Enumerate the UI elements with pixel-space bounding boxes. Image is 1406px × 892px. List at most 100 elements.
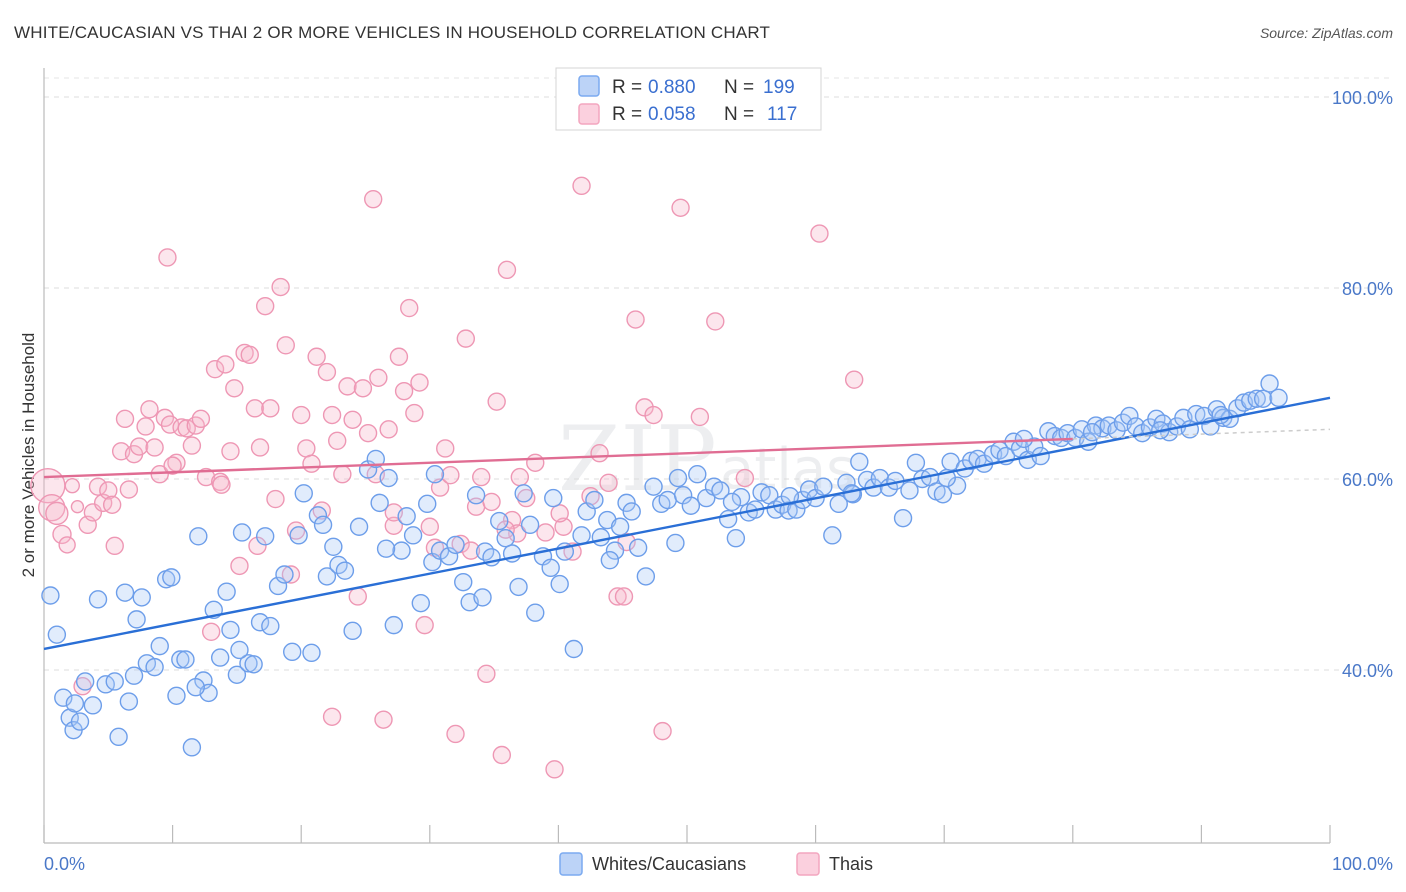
point-thais-95 [536,523,555,542]
point-thais-42 [250,438,270,457]
point-whites-103 [711,481,730,500]
point-whites-56 [384,615,403,635]
point-thais-44 [261,399,280,418]
point-thais-86 [477,664,496,684]
legend-box [555,67,822,131]
point-thais-15 [115,409,135,429]
point-whites-74 [509,577,528,597]
point-whites-195 [668,468,688,488]
point-thais-75 [420,517,439,536]
point-whites-65 [446,535,465,555]
series-thais [30,176,864,779]
point-whites-38 [261,616,280,636]
point-whites-80 [550,574,569,594]
point-thais-115 [158,248,177,267]
point-thais-114 [844,370,864,389]
bottom-legend-label-whites: Whites/Caucasians [592,854,746,874]
x-tick-label-min: 0.0% [44,854,85,874]
point-whites-25 [189,527,208,546]
point-whites-40 [275,565,294,584]
point-whites-49 [335,561,355,580]
point-thais-10 [88,477,108,496]
point-whites-46 [317,567,337,586]
point-thais-18 [129,437,149,456]
point-whites-35 [244,655,263,674]
y-axis-label: 2 or more Vehicles in Household [19,333,38,578]
point-thais-48 [281,565,301,584]
point-thais-16 [119,480,139,499]
point-whites-31 [221,620,240,640]
point-whites-2 [54,688,73,707]
point-thais-80 [446,724,465,744]
point-whites-43 [294,484,313,503]
point-whites-66 [454,572,473,592]
point-whites-77 [526,603,545,622]
point-thais-87 [482,492,501,512]
bottom-legend-swatch-whites [559,852,583,876]
point-whites-188 [230,640,249,660]
point-thais-102 [599,473,618,493]
point-thais-58 [333,465,352,484]
point-whites-41 [282,642,302,662]
point-thais-94 [526,453,545,472]
point-thais-56 [322,405,342,425]
point-thais-52 [302,454,321,473]
point-thais-46 [271,277,290,297]
point-thais-31 [196,467,216,487]
point-thais-74 [415,615,434,635]
point-whites-130 [900,481,919,500]
point-thais-88 [487,392,506,411]
gridlines [44,77,1393,671]
point-thais-32 [201,622,221,641]
point-thais-109 [671,198,690,217]
point-thais-33 [205,359,225,379]
point-whites-123 [850,452,869,472]
y-tick-labels: 40.0% 60.0% 80.0% 100.0% [1332,88,1393,681]
point-whites-85 [585,490,604,510]
y-tick-label-80: 80.0% [1342,279,1393,299]
point-whites-83 [572,526,591,545]
point-whites-68 [466,486,486,505]
point-whites-201 [1082,423,1102,442]
point-whites-86 [591,528,611,547]
point-whites-15 [132,588,151,607]
point-thais-13 [105,536,124,556]
point-whites-88 [605,541,625,560]
point-thais-121 [614,587,634,606]
point-whites-59 [403,526,423,545]
series-whites [41,374,1288,757]
point-whites-196 [722,492,742,512]
point-whites-33 [232,523,252,542]
point-thais-76 [425,538,445,557]
point-thais-72 [405,403,424,423]
trend-line-thais-extension [1072,428,1331,440]
point-whites-75 [514,484,533,503]
point-whites-14 [127,610,146,629]
point-whites-39 [268,576,288,596]
point-whites-181 [1247,389,1266,408]
point-thais-101 [590,444,609,463]
legend-n-label-whites: N = [724,77,754,98]
point-whites-99 [681,496,701,515]
point-whites-12 [115,583,135,602]
point-whites-120 [829,494,848,514]
point-whites-0 [41,586,60,605]
point-thais-4 [58,536,76,554]
point-thais-62 [353,379,373,398]
point-thais-108 [653,721,672,741]
point-thais-51 [297,439,316,458]
point-thais-65 [369,368,388,387]
point-thais-111 [706,312,725,331]
point-whites-54 [370,493,389,513]
point-thais-36 [221,442,240,461]
point-thais-59 [338,377,357,396]
bottom-legend-swatch-thais [796,852,820,876]
point-whites-76 [520,515,540,535]
point-whites-71 [490,511,509,531]
legend-swatch-thais [578,103,600,125]
point-whites-50 [343,621,362,641]
series-legend: Whites/Caucasians Thais [559,852,873,876]
point-whites-44 [302,643,321,663]
point-whites-21 [167,686,186,705]
point-thais-89 [492,745,512,765]
